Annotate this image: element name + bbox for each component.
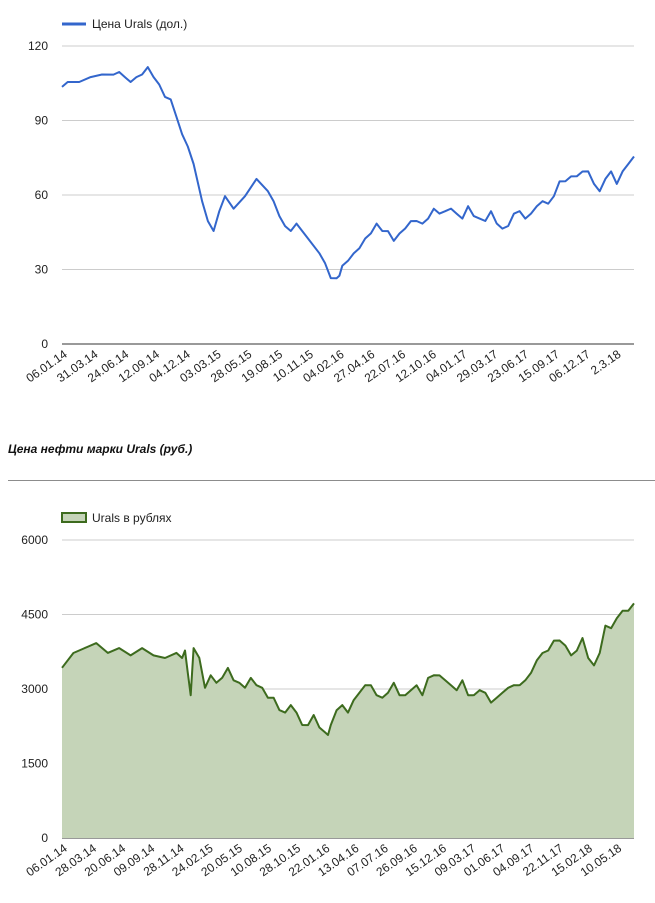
y-tick-label: 3000 <box>21 682 48 696</box>
y-tick-label: 0 <box>41 831 48 845</box>
y-tick-label: 30 <box>35 263 49 277</box>
legend-swatch <box>62 22 86 26</box>
legend-label: Цена Urals (дол.) <box>92 17 187 31</box>
x-tick-label: 2.3.18 <box>588 347 624 378</box>
y-tick-label: 120 <box>28 39 48 53</box>
series-area-fill <box>62 604 634 838</box>
legend-label: Urals в рублях <box>92 511 172 525</box>
y-tick-label: 4500 <box>21 608 48 622</box>
y-tick-label: 90 <box>35 114 49 128</box>
series-line-1 <box>61 602 635 736</box>
section-divider <box>8 480 655 481</box>
y-tick-label: 0 <box>41 337 48 351</box>
y-tick-label: 60 <box>35 188 49 202</box>
y-tick-label: 6000 <box>21 533 48 547</box>
series-line-0 <box>61 66 635 280</box>
y-tick-label: 1500 <box>21 757 48 771</box>
section-title-urals-rub: Цена нефти марки Urals (руб.) <box>8 442 193 456</box>
legend-swatch-area <box>61 512 87 523</box>
